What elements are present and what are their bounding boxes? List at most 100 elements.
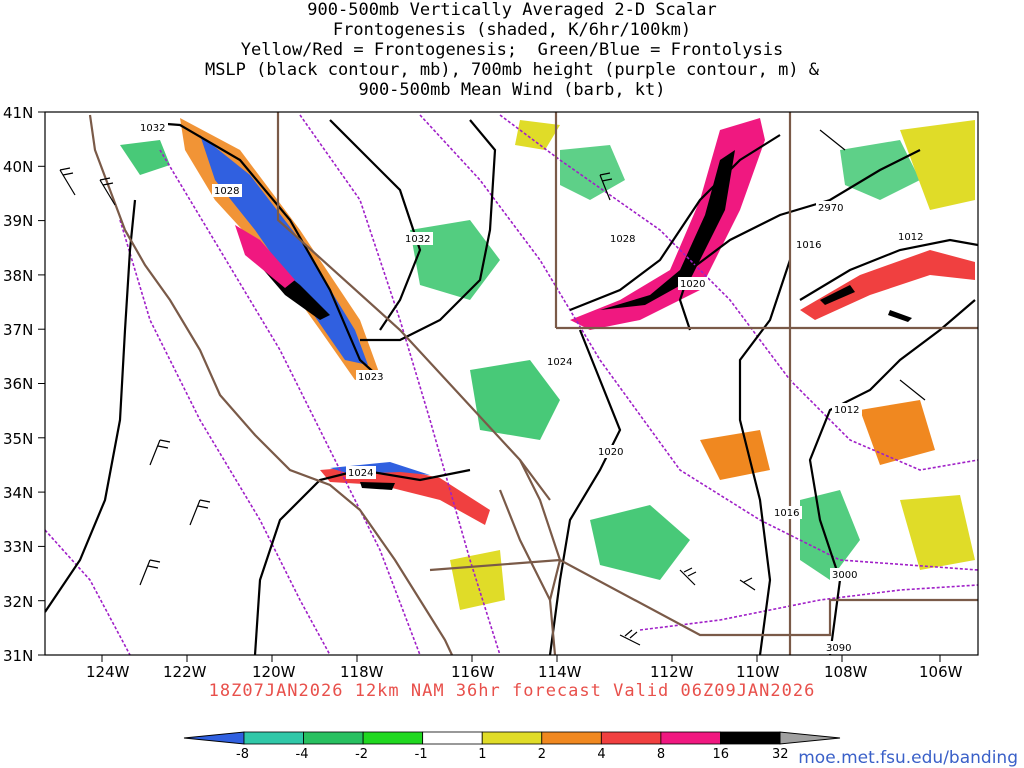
colorbar: -8 -4 -2 -1 1 2 4 8 16 32 [183,731,841,762]
height-contour-4 [299,114,501,655]
lon-label: 124W [86,663,130,681]
title-line-3: Yellow/Red = Frontogenesis; Green/Blue =… [240,40,784,60]
lat-label: 33N [3,538,33,556]
frontogenesis-patch-co-east [900,120,975,210]
mslp-contour-4 [329,119,422,331]
mslp-label: 1032 [405,234,430,245]
mslp-label: 1032 [140,123,165,134]
height-label: 3090 [826,643,851,654]
wind-barb [679,567,697,586]
wind-barbs [59,129,926,646]
map-layers: 1032 1028 1032 1028 2970 1016 1012 1020 … [45,112,978,655]
colorbar-segment [481,731,543,745]
frontogenesis-patch-utah [515,120,560,150]
credit-link[interactable]: moe.met.fsu.edu/banding [798,748,1018,768]
border-az-river [498,489,551,601]
colorbar-segment [243,731,304,745]
mslp-contour-11 [799,238,978,301]
wind-barb [99,177,116,206]
fronto-band-colorado [800,250,975,320]
title-line-5: 900-500mb Mean Wind (barb, kt) [358,80,666,100]
colorbar-tick-label: 2 [538,747,546,762]
lon-label: 118W [340,663,384,681]
wind-barb [739,577,756,591]
wind-barb [899,379,926,401]
height-contour-3 [159,149,421,655]
lon-label: 108W [824,663,868,681]
mslp-contours [45,119,978,655]
frontolysis-patch-newmexico [800,490,860,580]
mslp-label: 1028 [214,186,239,197]
mslp-label: 1024 [547,357,572,368]
colorbar-tick-label: 32 [772,747,789,762]
wind-barb [139,559,161,586]
mslp-label: 1024 [348,468,373,479]
frontolysis-patch-utah [560,145,625,200]
lon-label: 114W [538,663,582,681]
frontolysis-patch-pacific [120,140,170,175]
wind-barb [149,439,171,466]
coastline [88,114,453,655]
colorbar-tick-label: -8 [236,747,249,762]
height-contour-2 [119,219,331,655]
mslp-label: 1020 [598,447,623,458]
border-ca-nv [276,112,551,501]
colorbar-segment [303,731,364,745]
colorbar-tick-label: -4 [296,747,309,762]
frontolysis-patch-nevada [470,360,560,440]
fronto-core-socal [360,482,395,490]
lat-label: 35N [3,430,33,448]
lat-label: 40N [3,158,33,176]
fronto-band-four-corners [570,118,765,330]
lat-label: 32N [3,593,33,611]
lat-labels: 41N 40N 39N 38N 37N 36N 35N 34N 33N 32N … [3,104,33,665]
colorbar-high-arrow [779,731,841,745]
border-us-mexico [429,558,978,637]
fronto-core-four-corners [600,150,735,310]
lon-label: 116W [451,663,495,681]
wind-barb [189,499,211,526]
fronto-core-colorado-2 [888,310,912,322]
lat-label: 37N [3,321,33,339]
height-label: 2970 [818,203,843,214]
colorbar-low-arrow [183,731,245,745]
colorbar-tick-label: -2 [355,747,368,762]
mslp-contour-2 [139,120,381,379]
forecast-subtitle: 18Z07JAN2026 12km NAM 36hr forecast Vali… [208,681,816,701]
mslp-label: 1020 [680,279,705,290]
colorbar-segment [541,731,602,745]
mslp-label: 1016 [774,508,799,519]
mslp-contour-10 [808,299,976,655]
title-line-4: MSLP (black contour, mb), 700mb height (… [204,60,820,80]
colorbar-tick-label: 8 [657,747,665,762]
lon-label: 112W [650,663,694,681]
frontogenesis-patch-az-sw [450,550,505,610]
colorbar-segment [660,731,721,745]
title-line-1: 900-500mb Vertically Averaged 2-D Scalar [307,0,717,20]
frontolysis-patch-arizona [590,505,690,580]
height-contour-7 [639,584,978,631]
colorbar-tick-label: 4 [597,747,605,762]
mslp-contour-9 [738,259,792,655]
frontogenesis-patch-se [900,495,975,570]
height-label: 3000 [832,570,857,581]
height-contour-6 [499,114,978,471]
mslp-contour-5 [360,119,497,342]
colorbar-segment [362,731,424,745]
wind-barb [819,129,846,151]
colorbar-segment [600,731,662,745]
colorbar-tick-label: -1 [415,747,428,762]
fronto-core-colorado [820,285,855,305]
lat-label: 41N [3,104,33,122]
wind-barb [59,167,76,196]
lon-axis [101,655,941,662]
fronto-magenta-central-valley [235,225,295,288]
wind-barb [599,172,613,201]
lat-axis [38,111,45,656]
fronto-band-socal [320,465,490,525]
colorbar-segment [720,731,781,745]
frontogenesis-patch-nm-2 [860,400,935,465]
mslp-label: 1028 [610,234,635,245]
lat-label: 39N [3,212,33,230]
